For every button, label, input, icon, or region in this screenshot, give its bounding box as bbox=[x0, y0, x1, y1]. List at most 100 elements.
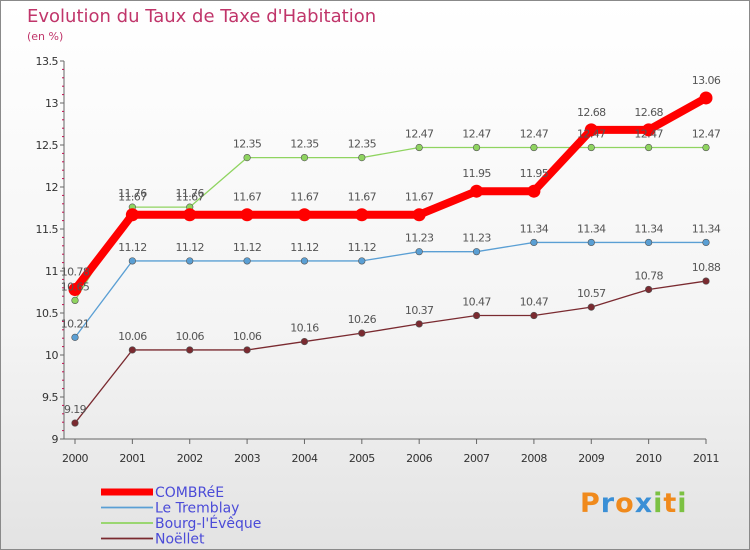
data-label: 11.34 bbox=[692, 222, 721, 235]
data-point bbox=[300, 337, 309, 346]
data-point bbox=[71, 333, 79, 341]
data-label: 11.34 bbox=[634, 222, 663, 235]
data-label: 11.23 bbox=[405, 232, 434, 245]
x-tick-label: 2010 bbox=[636, 452, 662, 465]
data-point bbox=[358, 329, 366, 337]
data-point bbox=[587, 238, 595, 247]
series-no-llet bbox=[71, 277, 710, 427]
x-tick-label: 2003 bbox=[234, 452, 260, 465]
data-point bbox=[472, 248, 481, 256]
x-tick-label: 2008 bbox=[521, 452, 547, 465]
data-point bbox=[125, 208, 139, 222]
data-point bbox=[470, 184, 484, 198]
logo-letter: i bbox=[653, 488, 664, 519]
data-label: 10.16 bbox=[290, 322, 319, 335]
data-point bbox=[128, 257, 136, 265]
logo-letter: r bbox=[600, 488, 616, 519]
y-tick-label: 12.5 bbox=[36, 139, 59, 152]
legend-label: Noëllet bbox=[155, 532, 205, 548]
data-point bbox=[584, 123, 598, 137]
data-label: 11.76 bbox=[118, 187, 147, 200]
data-point bbox=[530, 238, 538, 247]
data-label: 11.34 bbox=[577, 222, 606, 235]
data-label: 11.95 bbox=[520, 167, 549, 180]
data-point bbox=[530, 311, 538, 320]
data-label: 10.78 bbox=[634, 269, 663, 282]
data-point bbox=[128, 346, 136, 354]
data-label: 10.37 bbox=[405, 304, 434, 317]
data-label: 11.12 bbox=[233, 241, 262, 254]
data-label: 11.67 bbox=[233, 191, 262, 204]
data-point bbox=[472, 143, 481, 152]
data-label: 12.35 bbox=[348, 138, 377, 151]
x-tick-label: 2002 bbox=[177, 452, 203, 465]
data-point bbox=[243, 257, 251, 265]
data-point bbox=[702, 277, 710, 285]
data-label: 11.67 bbox=[175, 191, 204, 204]
series-line bbox=[74, 280, 707, 424]
data-point bbox=[300, 257, 309, 265]
data-label: 11.67 bbox=[348, 191, 377, 204]
data-label: 12.68 bbox=[634, 106, 663, 119]
y-tick-label: 12 bbox=[45, 181, 58, 194]
data-point bbox=[300, 154, 309, 162]
data-point bbox=[243, 346, 251, 354]
x-tick-label: 2004 bbox=[291, 452, 317, 465]
legend-label: Bourg-l'Évêque bbox=[155, 515, 261, 532]
x-tick-label: 2001 bbox=[119, 452, 145, 465]
data-point bbox=[68, 282, 82, 296]
data-label: 12.47 bbox=[692, 128, 721, 141]
data-label: 10.47 bbox=[462, 296, 491, 309]
data-point bbox=[645, 238, 653, 247]
data-label: 10.06 bbox=[118, 330, 147, 343]
data-point bbox=[412, 208, 426, 222]
x-tick-label: 2000 bbox=[62, 452, 88, 465]
data-point bbox=[240, 208, 254, 222]
data-label: 12.35 bbox=[233, 138, 262, 151]
x-tick-label: 2006 bbox=[406, 452, 432, 465]
data-label: 10.06 bbox=[175, 330, 204, 343]
series-bourg-l-v-que bbox=[71, 143, 710, 305]
data-label: 12.47 bbox=[520, 128, 549, 141]
data-label: 11.12 bbox=[118, 241, 147, 254]
data-label: 10.26 bbox=[348, 313, 377, 326]
x-tick-label: 2009 bbox=[578, 452, 604, 465]
data-label: 11.67 bbox=[118, 191, 147, 204]
logo-letter: o bbox=[615, 488, 635, 519]
data-point bbox=[358, 154, 366, 162]
data-label: 11.12 bbox=[175, 241, 204, 254]
data-point bbox=[587, 303, 595, 311]
data-point bbox=[527, 184, 541, 198]
chart-title: Evolution du Taux de Taxe d'Habitation bbox=[27, 6, 377, 27]
data-label: 12.35 bbox=[290, 138, 319, 151]
x-tick-label: 2005 bbox=[349, 452, 375, 465]
data-point bbox=[186, 346, 194, 354]
y-tick-label: 11 bbox=[45, 265, 58, 278]
y-tick-label: 10 bbox=[45, 349, 58, 362]
data-label: 10.21 bbox=[61, 317, 90, 330]
series-le-tremblay bbox=[71, 238, 710, 341]
data-label: 11.95 bbox=[462, 167, 491, 180]
logo-letter: t bbox=[663, 488, 678, 519]
data-label: 12.47 bbox=[577, 128, 606, 141]
data-point bbox=[71, 296, 79, 305]
data-point bbox=[645, 285, 653, 294]
y-tick-label: 9 bbox=[52, 433, 59, 446]
data-point bbox=[702, 143, 710, 152]
y-tick-label: 9.5 bbox=[42, 391, 58, 404]
data-point bbox=[472, 311, 481, 320]
data-label: 10.88 bbox=[692, 261, 721, 274]
data-label: 10.57 bbox=[577, 287, 606, 300]
series-line bbox=[74, 146, 706, 301]
data-label: 9.19 bbox=[64, 403, 87, 416]
legend-label: COMBRéE bbox=[155, 485, 224, 501]
data-label: 11.23 bbox=[462, 232, 491, 245]
data-point bbox=[415, 248, 423, 256]
data-label: 10.06 bbox=[233, 330, 262, 343]
data-label: 11.12 bbox=[290, 241, 319, 254]
data-label: 11.76 bbox=[175, 187, 204, 200]
series-combr-e bbox=[68, 91, 713, 296]
